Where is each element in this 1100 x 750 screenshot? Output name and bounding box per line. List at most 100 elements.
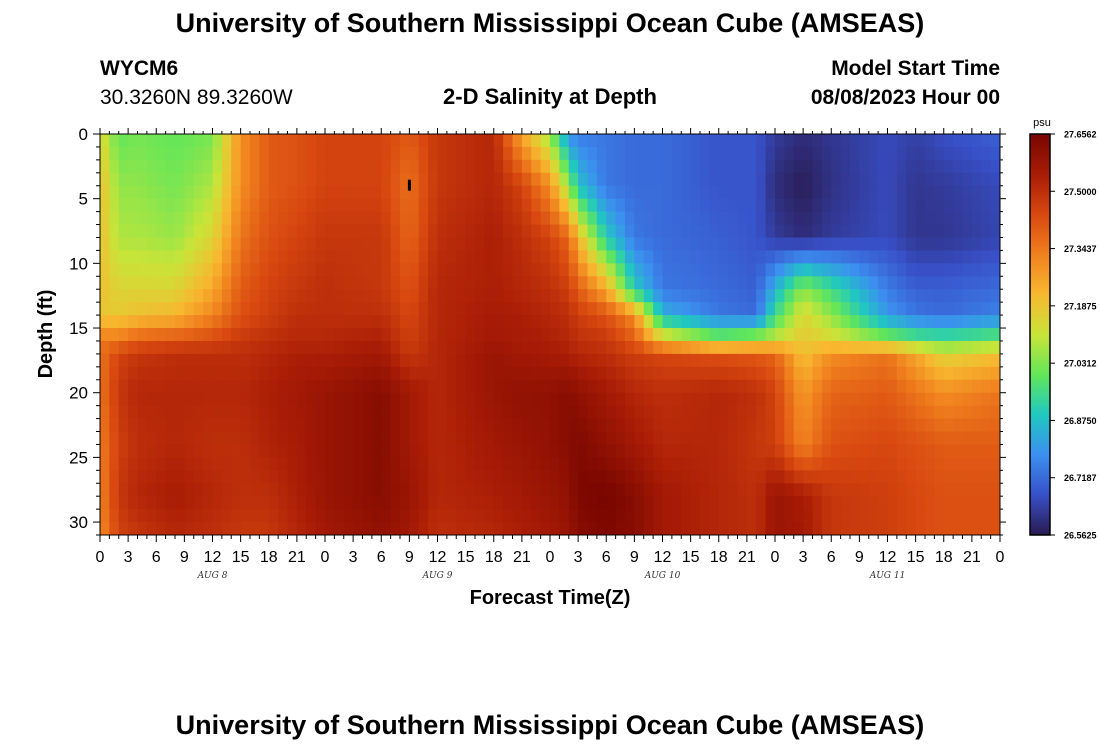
heatmap-cell — [700, 211, 710, 226]
heatmap-cell — [700, 392, 710, 407]
heatmap-cell — [315, 328, 326, 342]
heatmap-cell — [896, 237, 907, 252]
heatmap-cell — [221, 237, 232, 252]
heatmap-cell — [175, 263, 185, 277]
heatmap-cell — [981, 263, 992, 277]
heatmap-cell — [212, 340, 223, 355]
heatmap-cell — [381, 444, 392, 458]
heatmap-cell — [765, 315, 776, 329]
heatmap-cell — [868, 509, 879, 523]
heatmap-cell — [165, 224, 176, 239]
heatmap-cell — [268, 211, 279, 226]
heatmap-cell — [981, 431, 992, 446]
heatmap-cell — [540, 134, 551, 148]
heatmap-cell — [596, 224, 607, 239]
heatmap-cell — [643, 263, 654, 277]
heatmap-cell — [165, 302, 176, 316]
heatmap-cell — [221, 483, 232, 497]
heatmap-cell — [212, 315, 223, 329]
heatmap-cell — [784, 405, 795, 420]
heatmap-cell — [193, 315, 204, 329]
heatmap-cell — [859, 146, 870, 161]
heatmap-cell — [118, 276, 129, 290]
colorbar — [1029, 133, 1051, 536]
heatmap-cell — [896, 431, 907, 446]
heatmap-cell — [400, 366, 410, 381]
heatmap-cell — [250, 405, 260, 420]
heatmap-cell — [268, 289, 279, 303]
heatmap-cell — [962, 483, 973, 497]
heatmap-cell — [737, 328, 748, 342]
heatmap-cell — [728, 353, 739, 368]
heatmap-cell — [212, 353, 223, 368]
heatmap-cell — [831, 366, 842, 381]
heatmap-cell — [381, 496, 392, 510]
heatmap-cell — [109, 263, 120, 277]
heatmap-cell — [765, 444, 776, 458]
heatmap-cell — [962, 276, 973, 290]
heatmap-cell — [943, 211, 954, 226]
heatmap-cell — [137, 276, 148, 290]
heatmap-cell — [953, 444, 964, 458]
heatmap-cell — [287, 211, 298, 226]
heatmap-cell — [540, 172, 551, 187]
heatmap-cell — [728, 509, 739, 523]
heatmap-cell — [653, 483, 664, 497]
heatmap-cell — [212, 276, 223, 290]
heatmap-cell — [587, 418, 598, 433]
heatmap-cell — [943, 198, 954, 213]
heatmap-cell — [428, 250, 439, 264]
heatmap-cell — [437, 159, 448, 174]
heatmap-cell — [437, 211, 448, 226]
heatmap-cell — [100, 328, 110, 342]
heatmap-cell — [137, 340, 148, 355]
heatmap-cell — [756, 276, 767, 290]
heatmap-cell — [962, 405, 973, 420]
heatmap-cell — [278, 289, 289, 303]
heatmap-cell — [221, 185, 232, 200]
heatmap-cell — [868, 328, 879, 342]
heatmap-cell — [165, 509, 176, 523]
heatmap-cell — [325, 496, 335, 510]
heatmap-cell — [962, 379, 973, 394]
x-tick-label: 0 — [546, 549, 555, 566]
heatmap-cell — [559, 444, 570, 458]
heatmap-cell — [203, 483, 214, 497]
heatmap-cell — [109, 444, 120, 458]
heatmap-cell — [596, 522, 607, 535]
heatmap-cell — [765, 457, 776, 471]
heatmap-cell — [268, 340, 279, 355]
heatmap-cell — [596, 392, 607, 407]
heatmap-cell — [831, 276, 842, 290]
heatmap-cell — [409, 522, 420, 535]
heatmap-cell — [737, 211, 748, 226]
heatmap-cell — [465, 496, 476, 510]
heatmap-cell — [371, 353, 382, 368]
heatmap-cell — [878, 379, 889, 394]
heatmap-cell — [437, 198, 448, 213]
heatmap-cell — [193, 224, 204, 239]
heatmap-cell — [587, 263, 598, 277]
heatmap-cell — [990, 185, 1000, 200]
heatmap-cell — [334, 379, 345, 394]
heatmap-cell — [521, 392, 532, 407]
heatmap-cell — [765, 224, 776, 239]
heatmap-cell — [568, 483, 579, 497]
heatmap-cell — [559, 366, 570, 381]
heatmap-cell — [803, 159, 814, 174]
heatmap-cell — [540, 444, 551, 458]
heatmap-cell — [690, 289, 701, 303]
heatmap-cell — [334, 340, 345, 355]
heatmap-cell — [859, 172, 870, 187]
heatmap-cell — [681, 172, 692, 187]
heatmap-cell — [334, 509, 345, 523]
heatmap-cell — [821, 470, 832, 484]
heatmap-cell — [793, 405, 804, 420]
heatmap-cell — [896, 250, 907, 264]
heatmap-cell — [981, 276, 992, 290]
heatmap-cell — [306, 340, 317, 355]
heatmap-cell — [165, 263, 176, 277]
heatmap-cell — [418, 198, 429, 213]
heatmap-cell — [681, 146, 692, 161]
heatmap-cell — [362, 328, 373, 342]
